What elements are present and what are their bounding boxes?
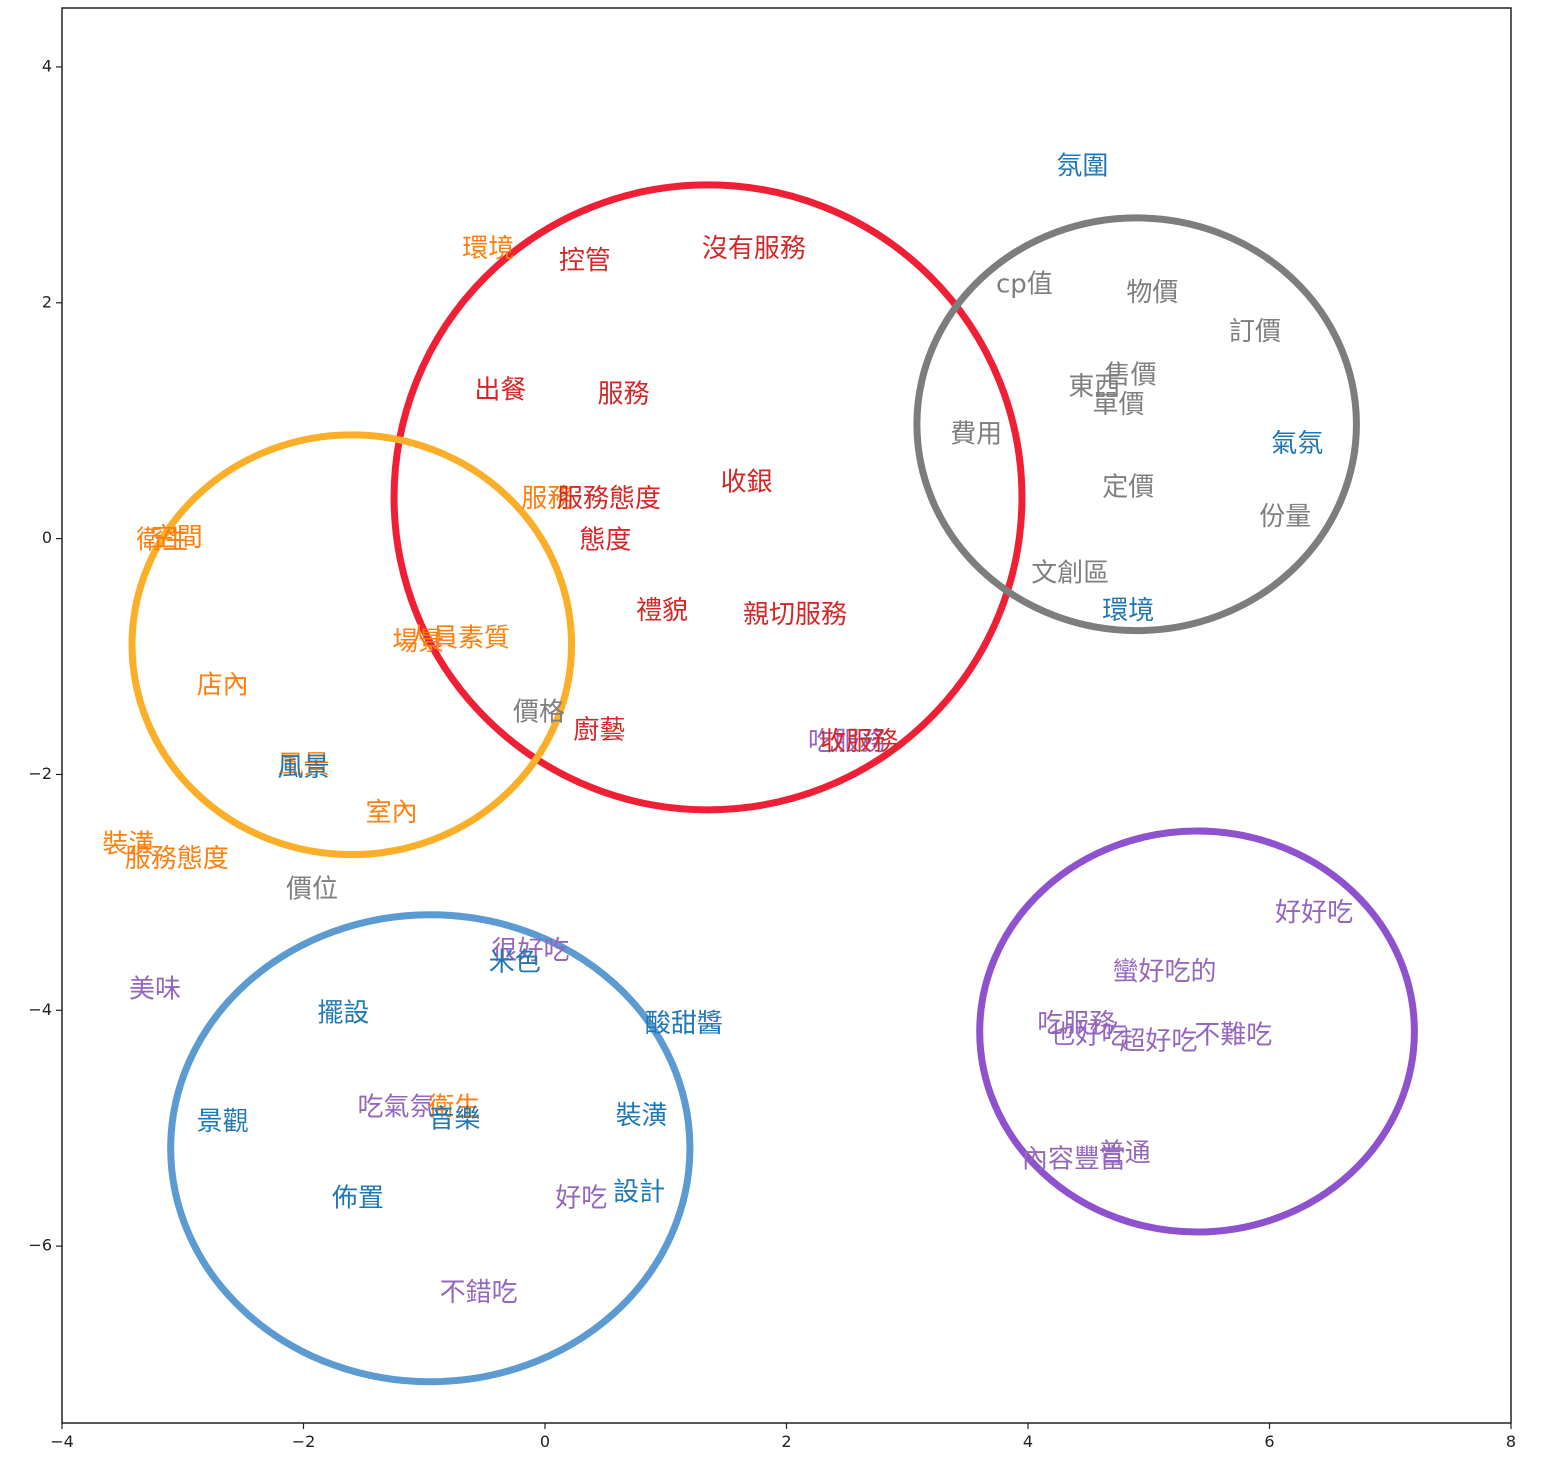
word-point: 氣氛 [1271,429,1323,459]
word-point: 出餐 [474,376,526,406]
word-point: 親切服務 [743,600,847,630]
word-point: 擺設 [317,998,369,1028]
word-point: cp值 [996,270,1053,300]
word-point: 超好吃 [1119,1027,1197,1057]
word-point: 環境 [462,234,514,264]
word-point: 佈置 [332,1183,384,1213]
word-point: 衛生 [428,1093,480,1123]
x-tick-label: −4 [50,1432,74,1451]
word-point: 店內 [197,671,249,701]
word-point: 米色 [489,948,541,978]
word-point: 氛圍 [1056,152,1108,182]
word-point: 物價 [1126,278,1178,308]
word-point: 好吃 [555,1183,607,1213]
word-point: 不難吃 [1194,1021,1272,1051]
word-point: 售價 [1105,360,1157,390]
word-point: 吃服務 [808,727,886,757]
x-tick-label: 6 [1264,1432,1274,1451]
word-point: 訂價 [1229,317,1281,347]
word-point: 風景 [277,753,329,783]
word-point: 服務 [597,379,649,409]
word-point: 份量 [1259,502,1311,532]
cluster-circle-1 [128,431,576,859]
y-axis: 4 2 0 −2 −4 −6 [28,56,62,1255]
cluster-circle-3 [167,911,694,1386]
word-point: 態度 [579,525,631,555]
word-point: 定價 [1102,472,1154,502]
word-point: 普通 [1099,1139,1151,1169]
word-point: 價位 [286,875,338,905]
x-axis: −4 −2 0 2 4 6 8 [50,1423,1516,1451]
word-point: 服務態度 [125,844,229,874]
y-tick-label: 0 [42,528,52,547]
word-point: 吃服務 [1037,1009,1115,1039]
word-point: 內容豐富 [1022,1145,1126,1175]
cluster-circles [128,181,1418,1386]
x-tick-label: 8 [1506,1432,1516,1451]
word-point: 裝潢 [616,1101,668,1131]
word-point: 東西 [1068,372,1120,402]
word-point: 音樂 [428,1104,480,1134]
word-point: 吃氣氛 [357,1093,435,1123]
word-point: 風景 [277,751,329,781]
word-point: 禮貌 [636,596,688,626]
cluster-circle-0 [390,181,1026,814]
word-point: 空間 [151,523,203,553]
word-point: 也好吃 [1049,1021,1127,1051]
word-point: 好好吃 [1275,898,1353,928]
word-point: 控管 [559,246,611,276]
word-point: 價格 [513,698,565,728]
word-point: 服務態度 [557,484,661,514]
word-point: 沒有服務 [702,234,806,264]
y-tick-label: −2 [28,764,52,783]
word-point: 室內 [366,798,418,828]
y-tick-label: 2 [42,292,52,311]
word-point: 場景 [392,627,444,657]
x-tick-label: 0 [540,1432,550,1451]
cluster-circle-2 [913,214,1360,635]
word-point: 收服務 [820,727,898,757]
x-tick-label: 4 [1023,1432,1033,1451]
word-point: 美味 [129,975,181,1005]
word-point: 文創區 [1031,559,1109,589]
word-point: 不錯吃 [440,1278,518,1308]
word-point: 裝潢 [102,830,154,860]
word-point: 設計 [613,1178,665,1208]
word-point: 單價 [1093,390,1145,420]
y-tick-label: −6 [28,1236,52,1255]
cluster-circle-4 [976,827,1418,1236]
word-point: 服務 [521,484,573,514]
word-point: 人員素質 [406,623,510,653]
word-point: 衛生 [136,525,188,555]
word-point: 收銀 [721,468,773,498]
x-tick-label: −2 [292,1432,316,1451]
word-point: 費用 [950,419,1002,449]
word-point: 景觀 [197,1107,249,1137]
word-point: 很好吃 [492,936,570,966]
word-point: 廚藝 [573,715,625,745]
word-point: 環境 [1102,596,1154,626]
y-tick-label: 4 [42,56,52,75]
word-point: 蠻好吃的 [1112,957,1216,987]
y-tick-label: −4 [28,1000,52,1019]
word-point: 酸甜醬 [645,1009,723,1039]
x-tick-label: 2 [781,1432,791,1451]
